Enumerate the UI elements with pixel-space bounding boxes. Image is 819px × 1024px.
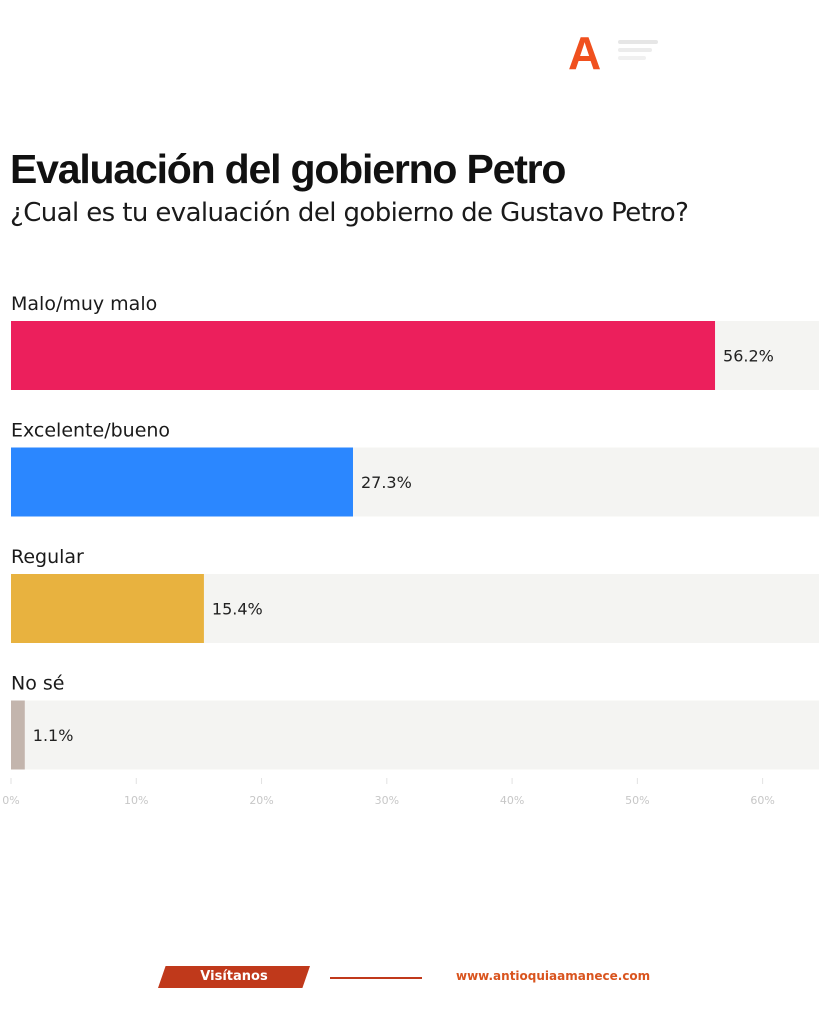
footer-website-link[interactable]: www.antioquiaamanece.com	[456, 969, 651, 983]
bar	[11, 321, 716, 390]
value-label: 15.4%	[212, 600, 263, 619]
visit-us-tag: Visítanos	[158, 966, 310, 988]
brand-logo: A	[568, 30, 668, 80]
bar-track	[11, 700, 819, 770]
value-label: 1.1%	[33, 726, 74, 745]
x-tick-label: 0%	[2, 794, 19, 807]
bar	[11, 574, 204, 643]
category-label: No sé	[11, 673, 64, 695]
logo-wordmark-icon	[618, 40, 658, 60]
footer-divider	[330, 977, 422, 979]
bar	[11, 700, 25, 770]
bar-chart: Malo/muy malo 56.2% Excelente/bueno 27.3% Re…	[2, 293, 819, 807]
x-tick-label: 20%	[249, 794, 273, 807]
x-tick-label: 50%	[625, 794, 649, 807]
x-tick-label: 30%	[375, 794, 399, 807]
category-label: Malo/muy malo	[11, 293, 157, 315]
x-tick-label: 60%	[750, 794, 774, 807]
logo-letter: A	[568, 27, 602, 79]
chart-title: Evaluación del gobierno Petro	[10, 146, 566, 192]
category-label: Regular	[11, 546, 84, 568]
value-label: 56.2%	[723, 347, 774, 366]
x-tick-label: 10%	[124, 794, 148, 807]
x-tick-label: 40%	[500, 794, 524, 807]
chart-subtitle: ¿Cual es tu evaluación del gobierno de G…	[10, 198, 689, 228]
value-label: 27.3%	[361, 473, 412, 492]
bar	[11, 447, 353, 517]
category-label: Excelente/bueno	[11, 420, 170, 442]
